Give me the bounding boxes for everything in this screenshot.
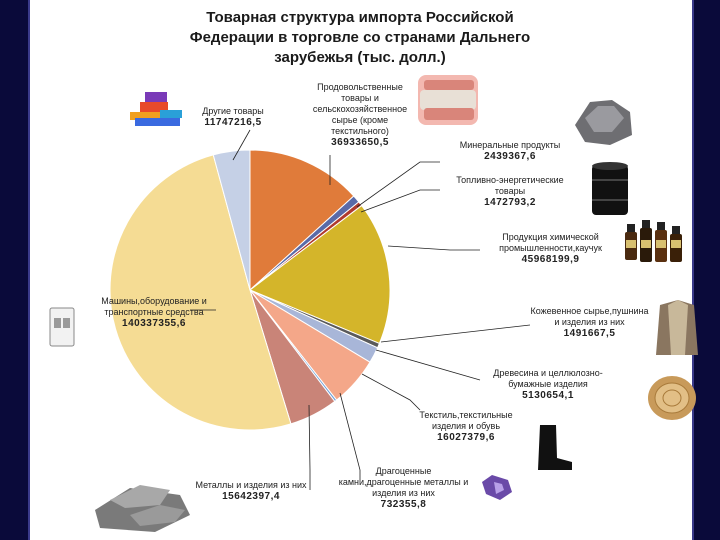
label-other-value: 11747216,5	[204, 117, 262, 128]
label-machinery: Машины,оборудование и транспортные средс…	[88, 296, 220, 329]
title-line-1: Товарная структура импорта Российской	[206, 9, 514, 26]
label-leather-name: Кожевенное сырье,пушнина и изделия из ни…	[530, 306, 649, 327]
ore-icon	[575, 100, 632, 145]
pie-slice-machinery	[109, 154, 292, 431]
label-other-name: Другие товары	[202, 106, 264, 116]
oil-barrel-icon	[592, 162, 628, 215]
pie-slice-other	[212, 149, 251, 291]
leader-line-wood	[375, 349, 481, 381]
label-mineral: Минеральные продукты 2439367,6	[440, 140, 580, 162]
label-metals: Металлы и изделия из них 15642397,4	[195, 480, 307, 502]
leader-line-fuel	[360, 189, 440, 213]
title-line-2: Федерации в торговле со странами Дальнег…	[189, 29, 531, 46]
leader-lines	[190, 129, 531, 490]
leader-line-precious	[339, 392, 361, 480]
pie-slices	[109, 149, 391, 431]
label-precious-name: Драгоценные камни,драгоценные металлы и …	[338, 466, 469, 498]
label-fuel-name: Топливно-энергетические товары	[456, 175, 564, 196]
chart-title: Товарная структура импорта Российской Фе…	[150, 8, 570, 68]
fur-coat-icon	[656, 300, 698, 355]
label-wood-value: 5130654,1	[522, 390, 574, 401]
meat-icon	[418, 75, 478, 125]
label-leather: Кожевенное сырье,пушнина и изделия из ни…	[527, 306, 652, 339]
leader-line-other	[232, 129, 251, 161]
leader-line-chem	[387, 245, 480, 251]
label-textile: Текстиль,текстильные изделия и обувь 160…	[406, 410, 526, 443]
label-fuel-value: 1472793,2	[484, 197, 536, 208]
label-machinery-value: 140337355,6	[122, 318, 186, 329]
label-metals-name: Металлы и изделия из них	[195, 480, 307, 490]
pie-slice-chem	[249, 204, 391, 345]
label-textile-name: Текстиль,текстильные изделия и обувь	[419, 410, 513, 431]
label-food-name: Продовольственные товары и сельскохозяйс…	[312, 82, 408, 136]
label-machinery-name: Машины,оборудование и транспортные средс…	[101, 296, 207, 317]
metal-ingots-icon	[95, 485, 190, 532]
label-fuel: Топливно-энергетические товары 1472793,2	[440, 175, 580, 208]
pie-slice-food	[249, 149, 355, 292]
label-chem-value: 45968199,9	[521, 254, 580, 265]
label-wood-name: Древесина и целлюлозно-бумажные изделия	[493, 368, 603, 389]
label-wood: Древесина и целлюлозно-бумажные изделия …	[478, 368, 618, 401]
label-chem-name: Продукция химической промышленности,кауч…	[499, 232, 602, 253]
fabric-swatches-icon	[130, 92, 182, 126]
label-other: Другие товары 11747216,5	[188, 106, 278, 128]
label-mineral-value: 2439367,6	[484, 151, 536, 162]
chemical-bottles-icon	[625, 220, 682, 262]
wood-log-icon	[648, 376, 696, 420]
label-leather-value: 1491667,5	[563, 328, 616, 339]
leader-line-metals	[308, 404, 311, 490]
rubber-boot-icon	[538, 425, 572, 470]
label-food-value: 36933650,5	[331, 137, 389, 148]
label-precious-value: 732355,8	[380, 499, 427, 510]
title-line-3: зарубежья (тыс. долл.)	[274, 49, 446, 66]
label-mineral-name: Минеральные продукты	[459, 140, 561, 150]
leader-line-mineral	[356, 161, 440, 208]
label-precious: Драгоценные камни,драгоценные металлы и …	[336, 466, 471, 510]
gemstone-icon	[482, 475, 512, 500]
leader-line-leather	[380, 324, 531, 343]
label-food: Продовольственные товары и сельскохозяйс…	[305, 82, 415, 148]
label-textile-value: 16027379,6	[437, 432, 495, 443]
leader-line-textile	[361, 373, 421, 411]
label-chem: Продукция химической промышленности,кауч…	[478, 232, 623, 265]
label-metals-value: 15642397,4	[222, 491, 280, 502]
circuit-breaker-icon	[49, 307, 75, 347]
